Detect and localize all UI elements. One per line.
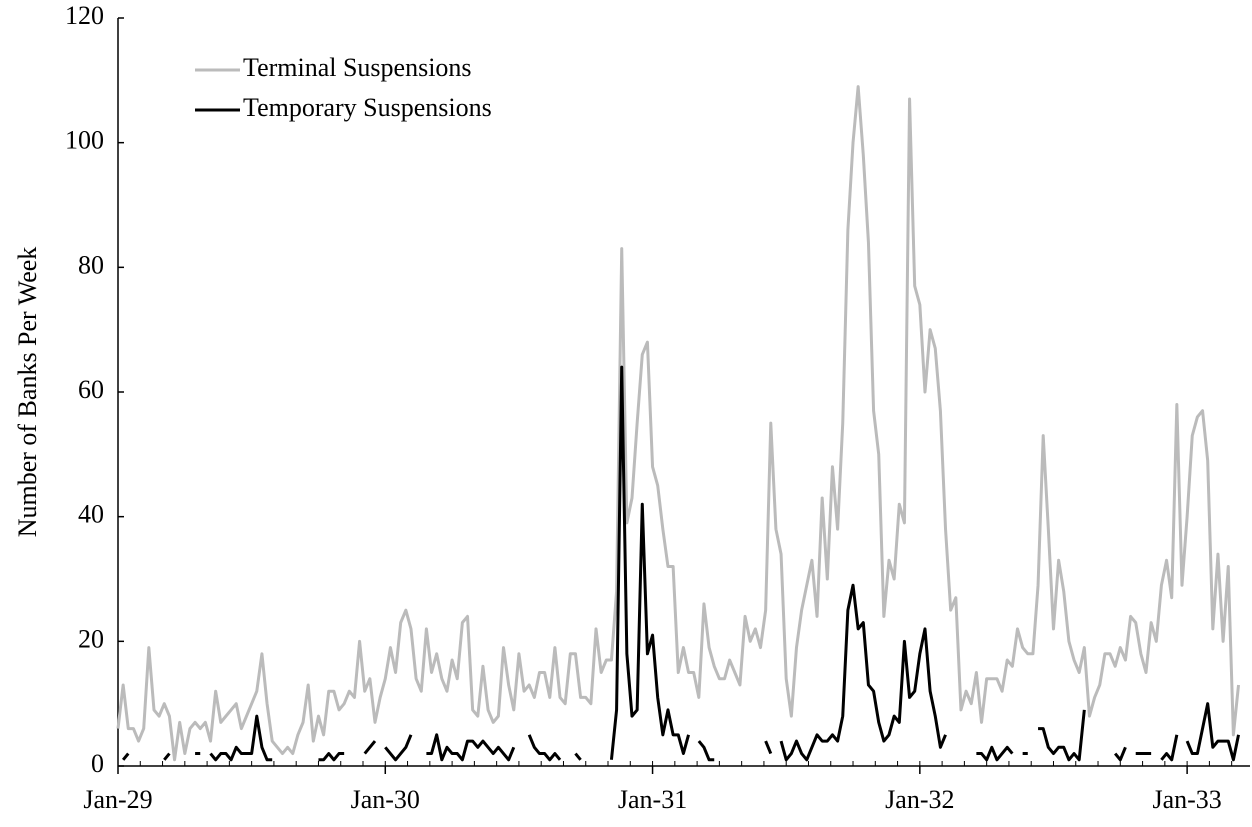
series-line [121,365,1240,762]
x-tick-label: Jan-33 [1152,785,1221,814]
x-tick-label: Jan-29 [83,785,152,814]
series-line [116,85,1241,762]
y-tick-label: 60 [78,375,104,404]
y-tick-label: 120 [65,1,104,30]
y-tick-label: 0 [91,749,104,778]
legend-label: Temporary Suspensions [243,93,492,122]
x-tick-label: Jan-31 [618,785,687,814]
y-tick-label: 40 [78,500,104,529]
legend-label: Terminal Suspensions [243,53,472,82]
x-tick-label: Jan-30 [351,785,420,814]
y-tick-label: 80 [78,250,104,279]
y-tick-label: 100 [65,126,104,155]
y-axis-label: Number of Banks Per Week [13,247,42,538]
x-tick-label: Jan-32 [885,785,954,814]
y-tick-label: 20 [78,624,104,653]
